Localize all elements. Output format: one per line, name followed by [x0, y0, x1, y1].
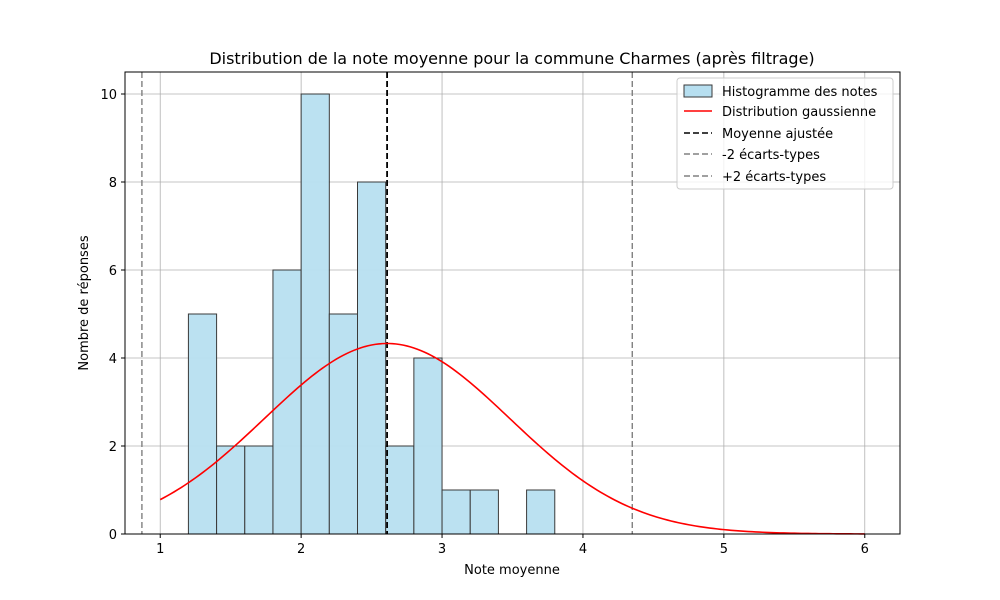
y-tick-label: 0: [109, 528, 117, 543]
histogram-bar: [216, 445, 246, 535]
x-axis-label: Note moyenne: [464, 563, 560, 578]
reference-lines: [141, 72, 633, 534]
histogram-bar: [187, 313, 218, 535]
y-tick-label: 4: [109, 352, 117, 367]
axis-ticks: 1 2 3 4 5 6 0 2 4 6 8 10: [100, 88, 868, 557]
histogram-bars: [187, 93, 556, 535]
x-tick-label: 3: [438, 542, 446, 557]
x-tick-label: 5: [720, 542, 728, 557]
plot-area-frame: [124, 71, 901, 535]
histogram-bar: [413, 357, 443, 535]
histogram-bar: [328, 313, 358, 535]
histogram-bar: [300, 93, 330, 535]
legend: Histogramme des notes Distribution gauss…: [676, 77, 894, 190]
legend-label-histogram: Histogramme des notes: [722, 85, 878, 100]
x-tick-label: 4: [579, 542, 587, 557]
histogram-bar: [469, 489, 499, 535]
chart-title: Distribution de la note moyenne pour la …: [209, 49, 814, 68]
y-tick-label: 8: [109, 176, 117, 191]
legend-label-minus-2sd: -2 écarts-types: [722, 148, 820, 163]
histogram-bar: [244, 445, 274, 535]
legend-box: [676, 77, 894, 190]
x-tick-label: 1: [156, 542, 164, 557]
histogram-bar: [385, 445, 415, 535]
histogram-bar: [272, 269, 302, 535]
gaussian-curve-layer: [159, 342, 865, 535]
y-tick-label: 2: [109, 440, 117, 455]
histogram-bar: [441, 489, 471, 535]
legend-swatch-histogram: [683, 84, 713, 98]
legend-label-plus-2sd: +2 écarts-types: [722, 170, 826, 185]
legend-label-gaussian: Distribution gaussienne: [722, 105, 876, 120]
x-tick-label: 6: [861, 542, 869, 557]
x-tick-label: 2: [297, 542, 305, 557]
legend-label-mean: Moyenne ajustée: [722, 127, 833, 142]
gaussian-curve: [159, 342, 865, 535]
y-tick-label: 6: [109, 264, 117, 279]
histogram-bar: [357, 181, 387, 535]
y-axis-label: Nombre de réponses: [77, 235, 92, 370]
histogram-bar: [526, 489, 556, 535]
y-tick-label: 10: [100, 88, 117, 103]
